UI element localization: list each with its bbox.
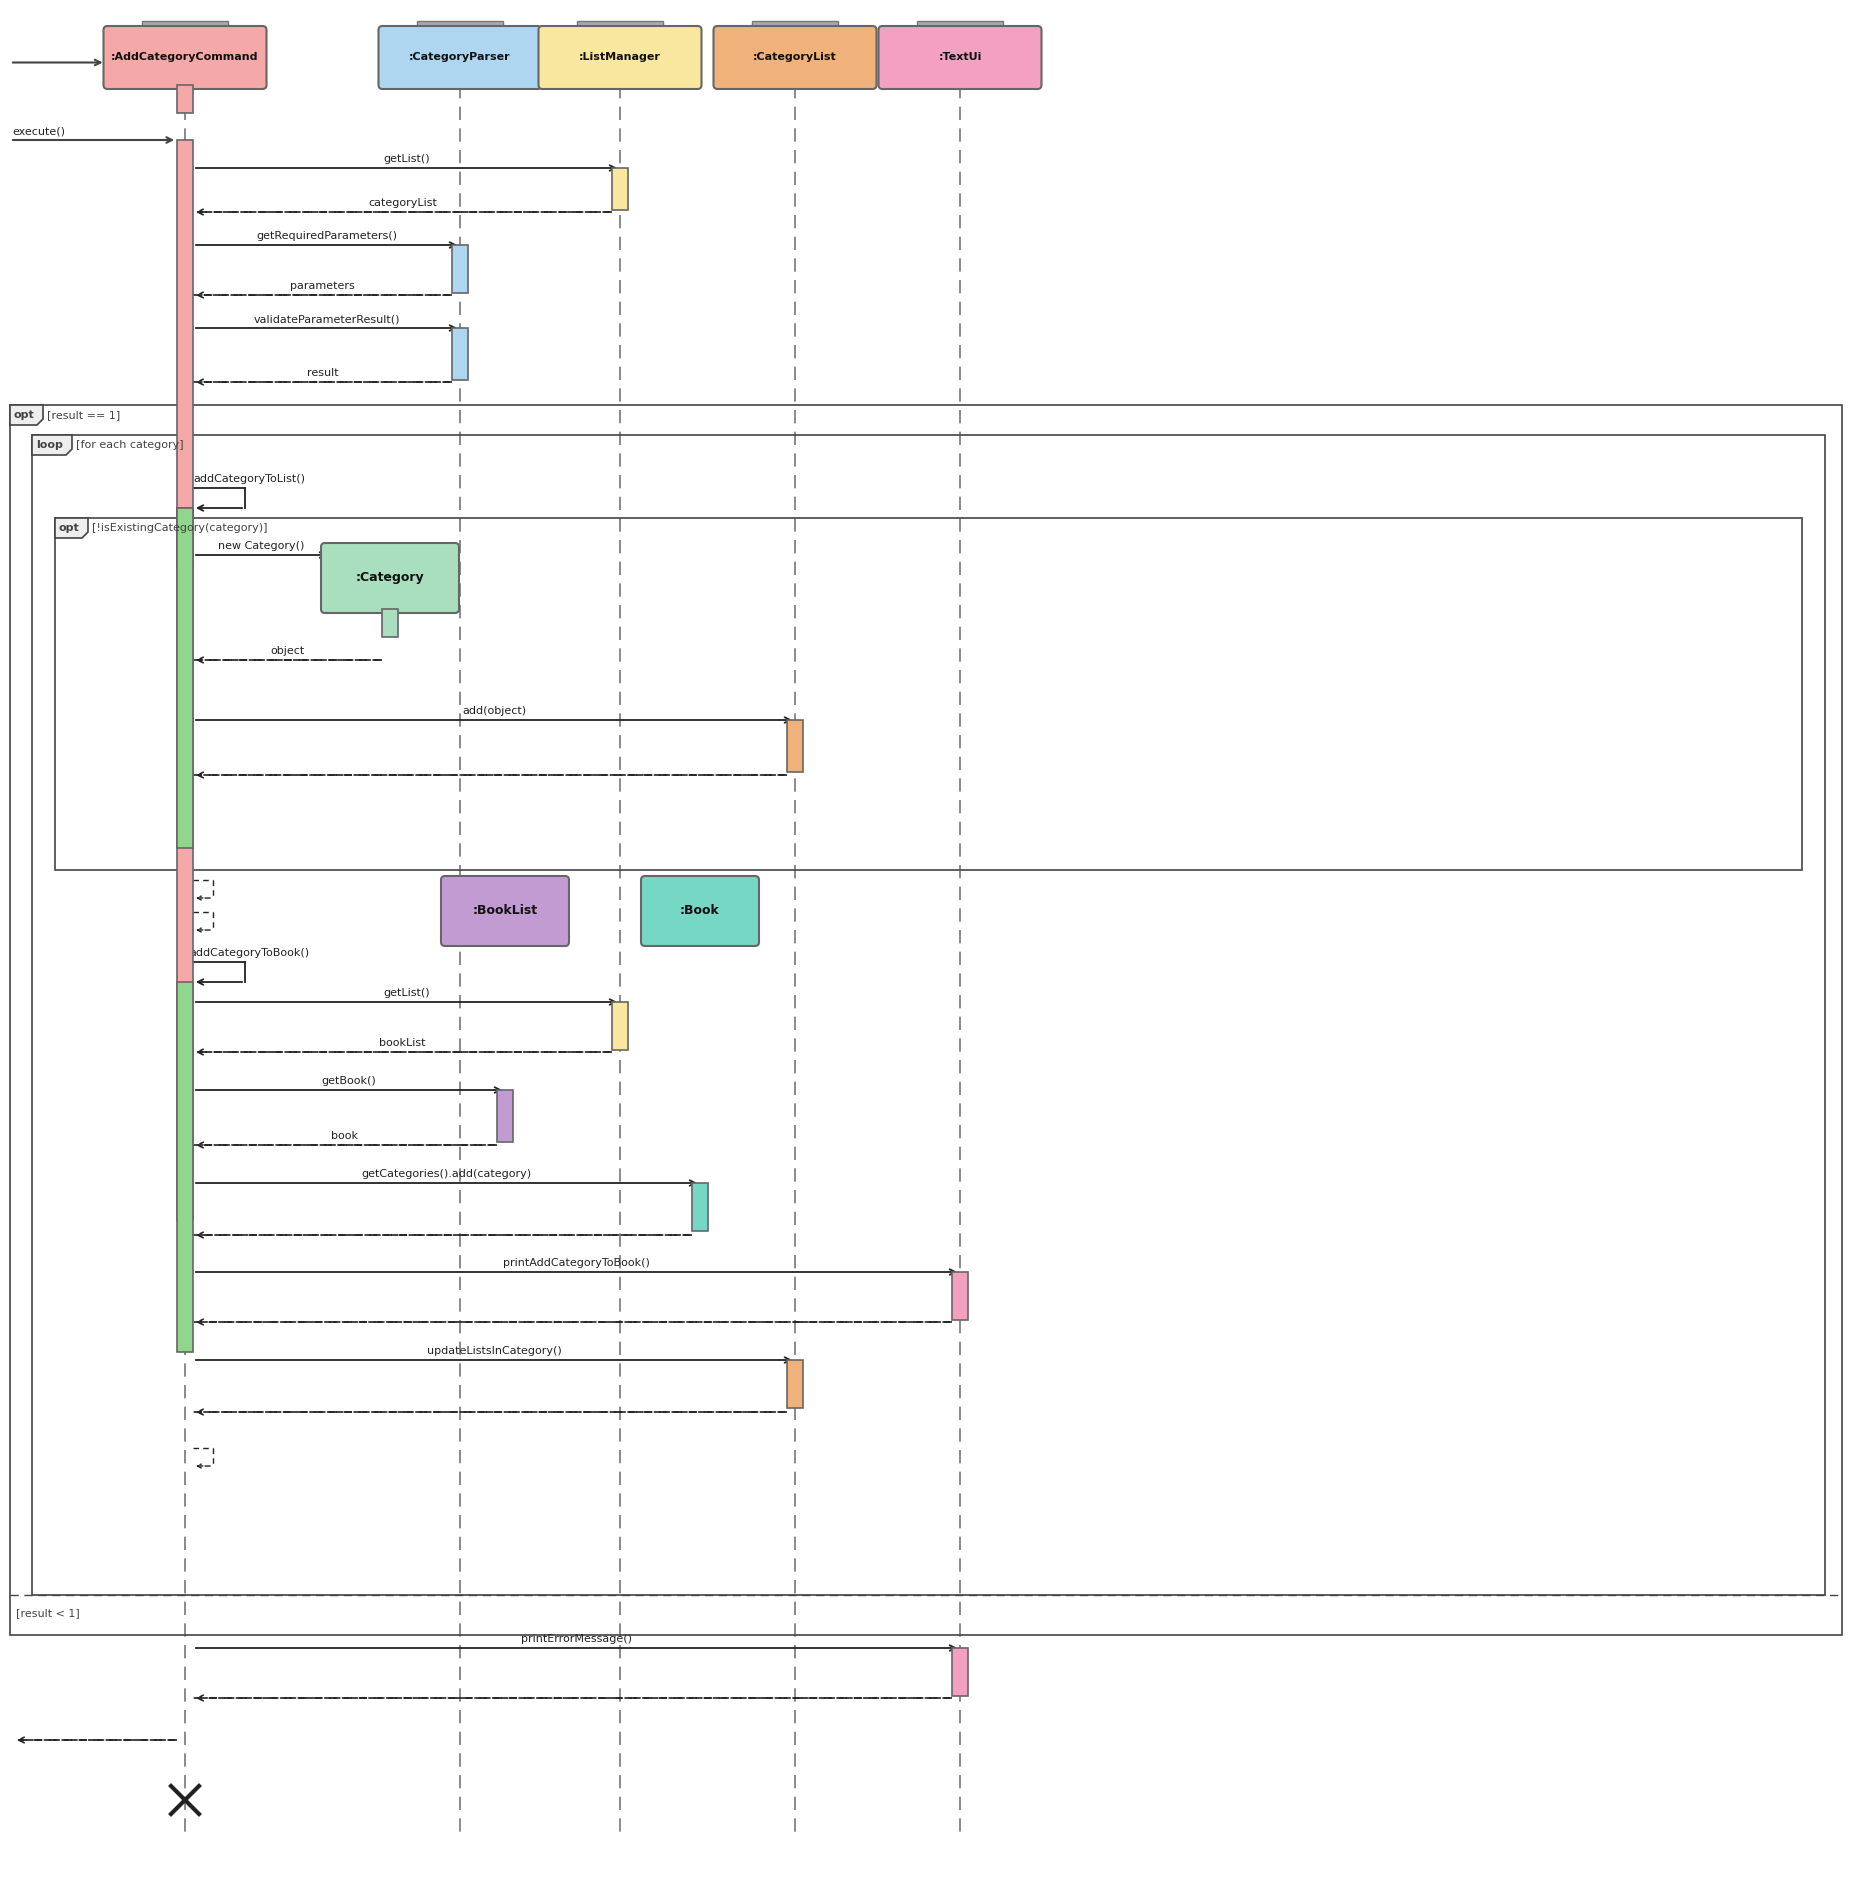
Text: opt: opt [15, 410, 35, 420]
Text: :BookList: :BookList [472, 904, 538, 918]
FancyBboxPatch shape [441, 876, 569, 946]
Text: add(object): add(object) [461, 707, 526, 716]
Polygon shape [9, 405, 43, 426]
Bar [143, 21, 227, 30]
Text: addCategoryToList(): addCategoryToList() [193, 473, 305, 485]
Text: updateListsInCategory(): updateListsInCategory() [426, 1345, 562, 1357]
FancyBboxPatch shape [539, 27, 701, 89]
Bar [177, 507, 193, 847]
Bar [753, 21, 837, 30]
Bar [56, 519, 1802, 870]
Text: :ListManager: :ListManager [578, 53, 660, 63]
Text: [for each category]: [for each category] [76, 441, 184, 450]
Text: [!isExistingCategory(category)]: [!isExistingCategory(category)] [91, 522, 268, 534]
Text: :TextUi: :TextUi [937, 53, 982, 63]
Text: getCategories().add(category): getCategories().add(category) [361, 1168, 532, 1180]
Text: bookList: bookList [379, 1037, 426, 1049]
Bar [787, 720, 804, 771]
Text: new Category(): new Category() [218, 542, 305, 551]
Bar [952, 1271, 967, 1320]
Bar [497, 1091, 513, 1142]
Bar [612, 1001, 629, 1051]
Bar [381, 610, 398, 636]
FancyBboxPatch shape [378, 27, 541, 89]
Text: :CategoryList: :CategoryList [753, 53, 837, 63]
Text: :CategoryParser: :CategoryParser [409, 53, 512, 63]
Text: :AddCategoryCommand: :AddCategoryCommand [112, 53, 259, 63]
Bar [612, 167, 629, 211]
Polygon shape [56, 519, 87, 538]
Text: printAddCategoryToBook(): printAddCategoryToBook() [502, 1258, 649, 1267]
Text: printErrorMessage(): printErrorMessage() [521, 1634, 632, 1644]
Text: book: book [331, 1130, 359, 1142]
Text: opt: opt [60, 522, 80, 534]
FancyBboxPatch shape [714, 27, 876, 89]
Text: getList(): getList() [383, 154, 430, 163]
Text: validateParameterResult(): validateParameterResult() [253, 314, 400, 325]
Text: loop: loop [35, 441, 63, 450]
Text: :Category: :Category [355, 572, 424, 585]
Bar [787, 1360, 804, 1408]
Bar [452, 329, 469, 380]
Bar [917, 21, 1003, 30]
Bar [177, 982, 193, 1353]
Polygon shape [32, 435, 73, 454]
Bar [417, 21, 502, 30]
Bar [32, 435, 1825, 1594]
Text: execute(): execute() [11, 125, 65, 137]
Bar [9, 405, 1841, 1636]
Bar [952, 1647, 967, 1697]
Text: getList(): getList() [383, 988, 430, 998]
Text: object: object [270, 646, 305, 655]
FancyBboxPatch shape [104, 27, 266, 89]
Text: addCategoryToBook(): addCategoryToBook() [190, 948, 309, 958]
Bar [452, 245, 469, 293]
Bar [177, 507, 193, 568]
Bar [177, 141, 193, 1220]
Text: [result == 1]: [result == 1] [46, 410, 121, 420]
Text: getBook(): getBook() [322, 1075, 376, 1087]
Text: parameters: parameters [290, 281, 355, 291]
Text: [result < 1]: [result < 1] [17, 1607, 80, 1619]
Bar [177, 86, 193, 112]
FancyBboxPatch shape [642, 876, 759, 946]
FancyBboxPatch shape [322, 543, 459, 614]
Text: getRequiredParameters(): getRequiredParameters() [257, 232, 396, 241]
Bar [577, 21, 662, 30]
Text: :Book: :Book [681, 904, 720, 918]
Bar [692, 1184, 709, 1231]
FancyBboxPatch shape [878, 27, 1042, 89]
Text: result: result [307, 369, 339, 378]
Text: categoryList: categoryList [368, 198, 437, 207]
